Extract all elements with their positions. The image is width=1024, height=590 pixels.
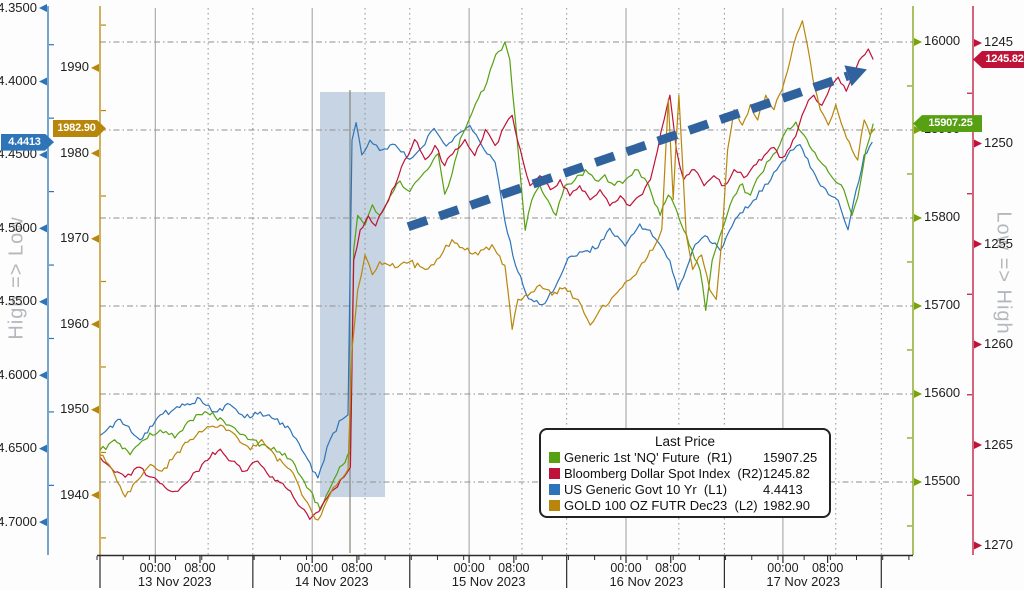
y-tick-arrow-L1 [39, 77, 47, 86]
legend-title: Last Price [654, 434, 716, 449]
legend: Last Price Generic 1st 'NQ' Future (R1) 1… [539, 428, 831, 518]
y-tick-arrow-R2 [974, 139, 982, 148]
y-tick-arrow-R2 [974, 441, 982, 450]
legend-rows: Generic 1st 'NQ' Future (R1) 15907.25 Bloo… [549, 450, 821, 513]
series-line-gold-100-oz-futr-dec23 [99, 20, 876, 521]
y-tick-arrow-L1 [39, 371, 47, 380]
y-tick-arrow-L1 [39, 4, 47, 12]
legend-item-value: 15907.25 [763, 450, 818, 466]
legend-item: Bloomberg Dollar Spot Index (R2) 1245.82 [549, 466, 821, 482]
legend-item: US Generic Govt 10 Yr (L1) 4.4413 [549, 482, 821, 498]
series-line-bloomberg-dollar-spot-index [99, 48, 874, 520]
y-tick-arrow-R2 [974, 38, 982, 47]
legend-item: GOLD 100 OZ FUTR Dec23 (L2) 1982.90 [549, 497, 821, 513]
legend-item-label: GOLD 100 OZ FUTR Dec23 (L2) [564, 497, 758, 513]
legend-swatch-icon [549, 483, 560, 495]
legend-swatch-icon [549, 452, 560, 464]
y-tick-arrow-R2 [974, 340, 982, 349]
legend-swatch-icon [549, 468, 560, 480]
legend-item-label: Generic 1st 'NQ' Future (R1) [564, 450, 733, 466]
y-tick-arrow-R1 [914, 301, 922, 310]
series-line-us-generic-govt-10-yr [99, 122, 873, 479]
y-tick-arrow-L1 [39, 150, 47, 159]
y-tick-arrow-R2 [974, 541, 982, 550]
y-tick-arrow-L2 [91, 405, 99, 414]
y-tick-arrow-R1 [914, 213, 922, 222]
trend-arrow-head [844, 65, 867, 87]
y-tick-arrow-R1 [914, 125, 922, 134]
legend-item-label: Bloomberg Dollar Spot Index (R2) [564, 466, 763, 482]
y-tick-arrow-L2 [91, 149, 99, 158]
y-tick-arrow-L1 [39, 297, 47, 306]
legend-item-label: US Generic Govt 10 Yr (L1) [564, 481, 728, 497]
legend-item-value: 1982.90 [763, 497, 810, 513]
y-tick-arrow-R1 [914, 477, 922, 486]
y-tick-arrow-L2 [91, 320, 99, 329]
y-tick-arrow-L2 [91, 234, 99, 243]
y-tick-arrow-R1 [914, 389, 922, 398]
trend-arrow-shaft [406, 71, 850, 232]
y-tick-arrow-L1 [39, 224, 47, 233]
legend-swatch-icon [549, 499, 560, 511]
legend-item-value: 1245.82 [763, 466, 810, 482]
y-tick-arrow-R1 [914, 37, 922, 46]
y-tick-arrow-L2 [91, 491, 99, 500]
y-tick-arrow-L2 [91, 63, 99, 72]
y-tick-arrow-L1 [39, 444, 47, 453]
y-tick-arrow-L1 [39, 518, 47, 527]
y-tick-arrow-R2 [974, 240, 982, 249]
series-line-generic-1st-nq-future [99, 41, 874, 511]
legend-item-value: 4.4413 [763, 481, 803, 497]
legend-item: Generic 1st 'NQ' Future (R1) 15907.25 [549, 450, 821, 466]
